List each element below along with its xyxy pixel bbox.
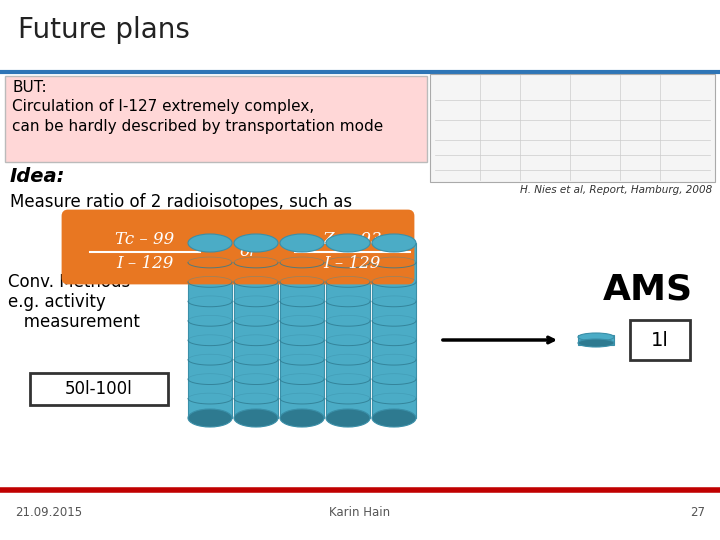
Text: Karin Hain: Karin Hain — [330, 505, 390, 518]
Ellipse shape — [372, 234, 416, 252]
Text: Zr – 93: Zr – 93 — [322, 231, 382, 247]
FancyBboxPatch shape — [630, 320, 690, 360]
FancyBboxPatch shape — [63, 211, 413, 283]
Text: AMS: AMS — [603, 273, 693, 307]
Ellipse shape — [326, 409, 370, 427]
Ellipse shape — [326, 234, 370, 252]
Text: Future plans: Future plans — [18, 16, 190, 44]
Ellipse shape — [188, 409, 232, 427]
Ellipse shape — [234, 409, 278, 427]
Ellipse shape — [578, 339, 614, 347]
Text: can be hardly described by transportation mode: can be hardly described by transportatio… — [12, 119, 383, 134]
Text: H. Nies et al, Report, Hamburg, 2008: H. Nies et al, Report, Hamburg, 2008 — [520, 185, 712, 195]
Polygon shape — [188, 243, 232, 418]
Polygon shape — [280, 243, 324, 418]
Polygon shape — [326, 243, 370, 418]
Ellipse shape — [234, 234, 278, 252]
Ellipse shape — [372, 409, 416, 427]
Text: Circulation of I-127 extremely complex,: Circulation of I-127 extremely complex, — [12, 99, 314, 114]
Text: I – 129: I – 129 — [323, 255, 381, 273]
Polygon shape — [372, 243, 416, 418]
Text: measurement: measurement — [8, 313, 140, 331]
Polygon shape — [234, 243, 278, 418]
Text: e.g. activity: e.g. activity — [8, 293, 106, 311]
Text: Conv. Methods: Conv. Methods — [8, 273, 130, 291]
Text: Measure ratio of 2 radioisotopes, such as: Measure ratio of 2 radioisotopes, such a… — [10, 193, 352, 211]
Ellipse shape — [578, 333, 614, 341]
Text: 21.09.2015: 21.09.2015 — [15, 505, 82, 518]
Ellipse shape — [280, 234, 324, 252]
FancyBboxPatch shape — [30, 373, 168, 405]
Text: 1l: 1l — [651, 330, 669, 349]
Text: Idea:: Idea: — [10, 166, 66, 186]
FancyBboxPatch shape — [430, 74, 715, 182]
Text: BUT:: BUT: — [12, 80, 47, 96]
Text: I – 129: I – 129 — [117, 255, 174, 273]
FancyBboxPatch shape — [5, 76, 427, 162]
Ellipse shape — [188, 234, 232, 252]
Text: 27: 27 — [690, 505, 705, 518]
FancyBboxPatch shape — [578, 335, 614, 345]
Text: Tc – 99: Tc – 99 — [115, 231, 175, 247]
Ellipse shape — [280, 409, 324, 427]
Text: 50l-100l: 50l-100l — [65, 380, 133, 398]
Text: or: or — [239, 244, 257, 260]
